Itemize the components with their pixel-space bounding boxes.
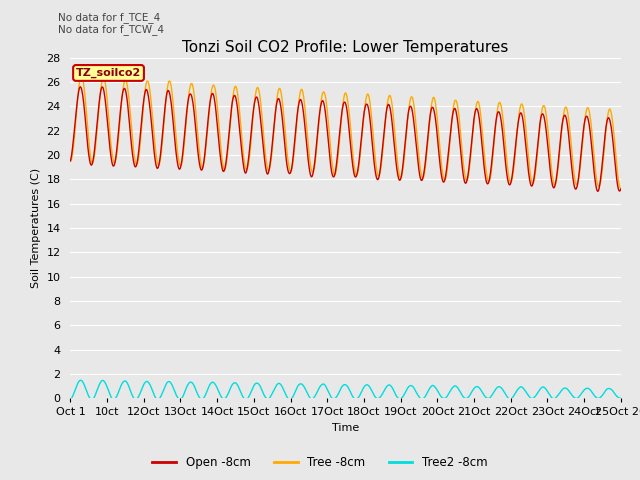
Legend: Open -8cm, Tree -8cm, Tree2 -8cm: Open -8cm, Tree -8cm, Tree2 -8cm	[148, 452, 492, 474]
Tree2 -8cm	[356, 391, 364, 397]
Tree -8cm	[160, 125, 168, 131]
Tree2 -8cm	[140, 381, 148, 386]
Tree -8cm	[140, 98, 148, 104]
Open -8cm	[617, 186, 625, 192]
Tree2 -8cm	[67, 396, 74, 402]
Tree2 -8cm	[306, 395, 314, 401]
Open -8cm	[67, 158, 74, 164]
Open -8cm	[77, 84, 84, 90]
Tree2 -8cm	[77, 377, 84, 383]
Tree2 -8cm	[617, 395, 625, 401]
Text: TZ_soilco2: TZ_soilco2	[76, 68, 141, 78]
Open -8cm	[140, 96, 148, 102]
Tree -8cm	[67, 158, 74, 164]
Y-axis label: Soil Temperatures (C): Soil Temperatures (C)	[31, 168, 41, 288]
Open -8cm	[160, 119, 168, 125]
Text: No data for f_TCE_4: No data for f_TCE_4	[58, 12, 160, 23]
Tree -8cm	[356, 154, 364, 159]
Tree2 -8cm	[368, 388, 376, 394]
Line: Tree2 -8cm: Tree2 -8cm	[70, 380, 621, 400]
Tree -8cm	[368, 114, 376, 120]
X-axis label: Time: Time	[332, 423, 359, 433]
Open -8cm	[252, 94, 260, 100]
Title: Tonzi Soil CO2 Profile: Lower Temperatures: Tonzi Soil CO2 Profile: Lower Temperatur…	[182, 40, 509, 55]
Text: No data for f_TCW_4: No data for f_TCW_4	[58, 24, 164, 35]
Tree -8cm	[306, 155, 314, 161]
Open -8cm	[594, 189, 602, 194]
Tree2 -8cm	[88, 397, 96, 403]
Open -8cm	[368, 132, 376, 138]
Open -8cm	[356, 148, 364, 154]
Tree -8cm	[252, 87, 260, 93]
Open -8cm	[306, 168, 314, 173]
Tree -8cm	[617, 186, 625, 192]
Tree -8cm	[77, 73, 85, 79]
Line: Tree -8cm: Tree -8cm	[70, 76, 621, 189]
Tree2 -8cm	[160, 386, 168, 392]
Line: Open -8cm: Open -8cm	[70, 87, 621, 192]
Tree2 -8cm	[253, 380, 260, 386]
